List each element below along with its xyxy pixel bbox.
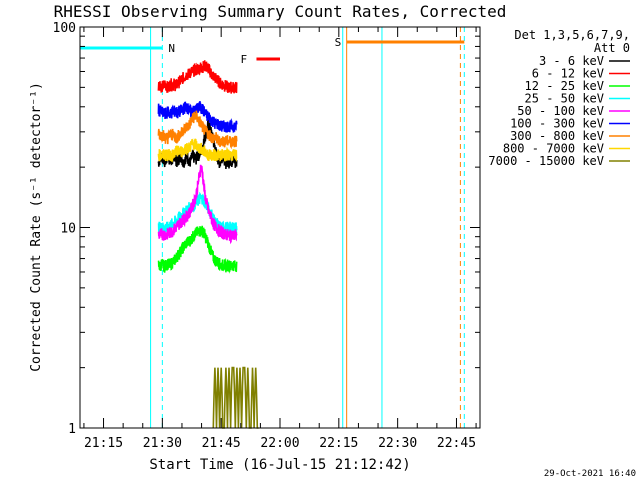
legend-label-3-6-kev: 3 - 6 keV [539,54,604,68]
legend-header-line-1: Det 1,3,5,6,7,9, [514,28,630,42]
plot-content: N S F [79,27,465,429]
y-tick-label: 10 [60,222,76,237]
series-line-100-300-kev [157,101,238,133]
x-tick-label: 22:30 [378,436,417,451]
marker-label-s: S [335,36,342,49]
series-line-25-50-kev [157,191,238,235]
x-tick-label: 21:45 [202,436,241,451]
x-tick-label: 21:15 [84,436,123,451]
plot-frame [79,26,481,429]
legend-label-50-100-kev: 50 - 100 keV [517,104,604,118]
legend-label-7000-15000-kev: 7000 - 15000 keV [488,154,604,168]
x-tick-label: 22:00 [260,436,299,451]
legend-label-800-7000-kev: 800 - 7000 keV [503,142,604,156]
marker-label-f: F [240,53,247,66]
x-tick-label: 21:30 [143,436,182,451]
series-line-800-7000-kev [157,138,238,163]
chart-title: RHESSI Observing Summary Count Rates, Co… [54,2,507,21]
marker-label-n: N [168,42,175,55]
series-line-12-25-kev [157,225,238,274]
legend-label-6-12-kev: 6 - 12 keV [532,67,604,81]
legend-label-12-25-kev: 12 - 25 keV [525,79,604,93]
series-line-6-12-kev [157,60,238,94]
series-line-50-100-kev [157,164,238,245]
x-tick-label: 22:15 [319,436,358,451]
x-tick-label: 22:45 [437,436,476,451]
legend-label-25-50-kev: 25 - 50 keV [525,92,604,106]
y-tick-label: 1 [68,422,76,437]
plot-axes: 1 10 100 21:15 21:30 21:45 22:00 22:15 22:30 22:4… [53,21,481,451]
series-line-7000-15000-kev [212,366,259,429]
generated-timestamp: 29-Oct-2021 16:40 [544,469,636,479]
legend-header-line-2: Att 0 [594,41,630,55]
y-axis-label: Corrected Count Rate (s⁻¹ detector⁻¹) [29,82,44,372]
legend-label-100-300-kev: 100 - 300 keV [510,117,604,131]
series-line-300-800-kev [157,110,238,150]
legend-label-300-800-kev: 300 - 800 keV [510,129,604,143]
x-axis-label: Start Time (16-Jul-15 21:12:42) [149,457,410,473]
y-tick-label: 100 [53,21,76,36]
